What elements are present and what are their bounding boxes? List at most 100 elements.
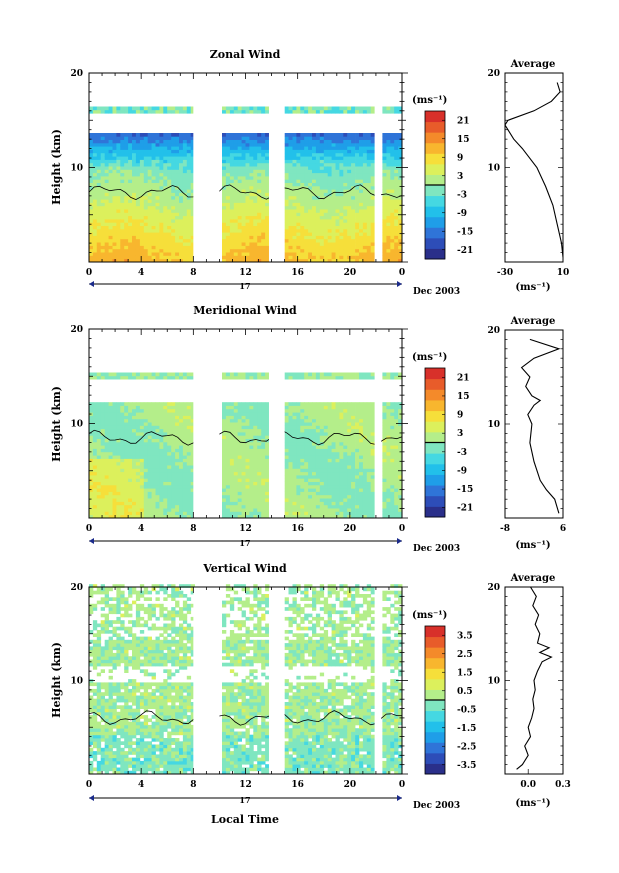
field-cell	[323, 185, 329, 190]
field-cell	[233, 136, 239, 140]
field-cell	[331, 494, 336, 499]
field-cell	[128, 448, 133, 453]
field-cell	[182, 451, 188, 456]
field-cell	[245, 215, 250, 220]
field-cell	[100, 156, 105, 160]
field-cell	[92, 461, 98, 466]
field-cell	[261, 182, 266, 187]
field-cell	[100, 481, 105, 486]
field-cell	[288, 448, 293, 453]
field-cell	[132, 484, 137, 489]
field-cell	[159, 465, 164, 469]
field-cell	[304, 136, 309, 140]
field-cell	[265, 209, 270, 213]
field-cell	[179, 484, 184, 489]
field-cell	[288, 494, 293, 499]
field-cell	[179, 179, 184, 183]
field-cell	[171, 106, 176, 111]
field-cell	[257, 402, 262, 406]
field-cell	[362, 481, 368, 486]
field-cell	[390, 212, 395, 217]
field-cell	[312, 412, 317, 416]
field-cell	[104, 461, 109, 466]
field-cell	[190, 162, 195, 167]
field-cell	[300, 471, 305, 476]
field-cell	[151, 402, 156, 406]
field-cell	[308, 468, 313, 473]
field-cell	[92, 162, 98, 167]
field-cell	[292, 504, 297, 509]
field-cell	[253, 106, 258, 111]
field-cell	[265, 255, 270, 260]
field-cell	[347, 109, 352, 114]
field-cell	[151, 488, 156, 492]
field-cell	[265, 225, 270, 230]
field-cell	[304, 162, 309, 167]
field-cell	[296, 425, 301, 430]
field-cell	[163, 501, 168, 506]
field-cell	[327, 169, 332, 174]
field-cell	[284, 478, 289, 482]
field-cell	[186, 209, 192, 213]
field-cell	[120, 504, 125, 509]
field-cell	[304, 172, 309, 177]
field-cell	[112, 166, 117, 170]
field-cell	[390, 159, 395, 164]
field-cell	[265, 375, 270, 380]
field-cell	[351, 425, 356, 430]
field-cell	[155, 441, 160, 446]
field-cell	[335, 248, 340, 253]
field-cell	[182, 461, 188, 466]
field-cell	[257, 425, 262, 430]
field-cell	[245, 438, 250, 443]
field-cell	[112, 238, 117, 243]
field-cell	[233, 219, 239, 223]
field-cell	[398, 238, 403, 243]
field-cell	[386, 136, 391, 140]
field-cell	[163, 478, 168, 482]
field-cell	[315, 458, 321, 463]
field-cell	[249, 451, 254, 456]
field-cell	[159, 159, 164, 164]
field-cell	[128, 242, 133, 246]
field-cell	[355, 494, 360, 499]
field-cell	[124, 504, 129, 509]
field-cell	[89, 408, 94, 413]
field-cell	[182, 199, 188, 203]
field-cell	[175, 375, 180, 380]
field-cell	[139, 232, 145, 236]
field-cell	[175, 461, 180, 466]
field-cell	[89, 475, 94, 479]
field-cell	[296, 451, 301, 456]
field-cell	[261, 192, 266, 197]
field-cell	[182, 432, 188, 436]
field-cell	[229, 209, 235, 213]
field-cell	[116, 133, 121, 137]
field-cell	[296, 484, 301, 489]
field-cell	[96, 415, 102, 420]
field-cell	[249, 372, 254, 377]
field-cell	[139, 432, 145, 436]
field-cell	[335, 418, 340, 423]
field-cell	[92, 142, 98, 147]
field-cell	[89, 418, 94, 423]
field-cell	[245, 441, 250, 446]
field-cell	[92, 491, 98, 496]
field-cell	[249, 508, 254, 512]
field-cell	[351, 415, 356, 420]
field-cell	[175, 242, 180, 246]
field-cell	[296, 432, 301, 436]
field-cell	[300, 438, 305, 443]
field-cell	[284, 159, 289, 164]
field-cell	[339, 106, 344, 111]
field-cell	[355, 156, 360, 160]
field-cell	[147, 471, 152, 476]
field-cell	[225, 441, 231, 446]
field-cell	[147, 465, 152, 469]
field-cell	[253, 514, 258, 519]
field-cell	[362, 136, 368, 140]
field-cell	[359, 455, 364, 459]
field-cell	[308, 372, 313, 377]
field-cell	[116, 156, 121, 160]
field-cell	[359, 402, 364, 406]
